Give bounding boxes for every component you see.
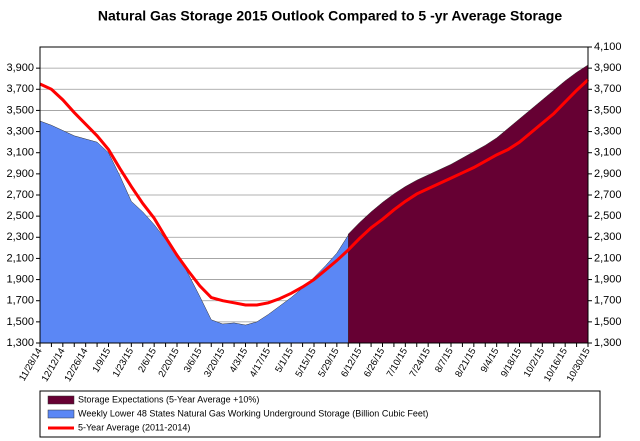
x-tick-label: 4/3/15 — [228, 346, 251, 374]
y-tick-label: 2,500 — [6, 210, 34, 222]
area — [39, 120, 349, 344]
x-tick-label: 8/7/15 — [433, 346, 456, 374]
chart-title: Natural Gas Storage 2015 Outlook Compare… — [98, 8, 562, 24]
y2-tick-label: 3,300 — [594, 125, 622, 137]
y2-tick-label: 2,500 — [594, 210, 622, 222]
x-tick-label: 5/1/15 — [273, 346, 296, 374]
x-tick-label: 2/20/15 — [156, 346, 181, 379]
y2-tick-label: 3,700 — [594, 83, 622, 95]
x-tick-label: 3/6/15 — [182, 346, 205, 374]
x-tick-label: 5/15/15 — [293, 346, 318, 379]
x-tick-label: 1/9/15 — [91, 346, 114, 374]
y2-tick-label: 1,700 — [594, 295, 622, 307]
y-tick-label: 3,300 — [6, 125, 34, 137]
y-tick-label: 1,700 — [6, 295, 34, 307]
x-tick-label: 4/17/15 — [248, 346, 273, 379]
x-tick-label: 9/18/15 — [499, 346, 524, 379]
y2-tick-label: 1,900 — [594, 273, 622, 285]
y-tick-label: 2,300 — [6, 231, 34, 243]
y-tick-label: 2,100 — [6, 252, 34, 264]
line — [39, 78, 590, 307]
legend-swatch — [47, 395, 75, 405]
y2-tick-label: 1,300 — [594, 337, 622, 349]
legend-text: Weekly Lower 48 States Natural Gas Worki… — [78, 408, 428, 418]
y2-tick-label: 4,100 — [594, 41, 622, 53]
y2-tick-label: 3,900 — [594, 62, 622, 74]
y-tick-label: 2,900 — [6, 168, 34, 180]
y2-tick-label: 3,100 — [594, 147, 622, 159]
y2-tick-label: 2,700 — [594, 189, 622, 201]
x-tick-label: 6/12/15 — [339, 346, 364, 379]
legend-swatch — [47, 409, 75, 419]
y2-tick-label: 2,900 — [594, 168, 622, 180]
x-tick-label: 9/4/15 — [479, 346, 502, 374]
y-tick-label: 2,700 — [6, 189, 34, 201]
x-tick-label: 8/21/15 — [453, 346, 478, 379]
y2-tick-label: 2,300 — [594, 231, 622, 243]
y-tick-label: 3,100 — [6, 147, 34, 159]
y-tick-label: 3,500 — [6, 104, 34, 116]
x-tick-label: 6/26/15 — [362, 346, 387, 379]
legend-text: Storage Expectations (5-Year Average +10… — [78, 394, 259, 404]
x-tick-label: 5/29/15 — [316, 346, 341, 379]
y-tick-label: 3,700 — [6, 83, 34, 95]
y2-tick-label: 3,500 — [594, 104, 622, 116]
y-tick-label: 1,900 — [6, 273, 34, 285]
y2-tick-label: 1,500 — [594, 316, 622, 328]
x-tick-label: 2/6/15 — [136, 346, 159, 374]
x-tick-label: 7/10/15 — [385, 346, 410, 379]
x-tick-label: 3/20/15 — [202, 346, 227, 379]
legend-box — [39, 390, 601, 438]
x-tick-label: 1/23/15 — [111, 346, 136, 379]
legend-text: 5-Year Average (2011-2014) — [78, 422, 190, 432]
y-tick-label: 1,500 — [6, 316, 34, 328]
x-tick-label: 7/24/15 — [408, 346, 433, 379]
y-tick-label: 3,900 — [6, 62, 34, 74]
y-tick-label: 1,300 — [6, 337, 34, 349]
y2-tick-label: 2,100 — [594, 252, 622, 264]
